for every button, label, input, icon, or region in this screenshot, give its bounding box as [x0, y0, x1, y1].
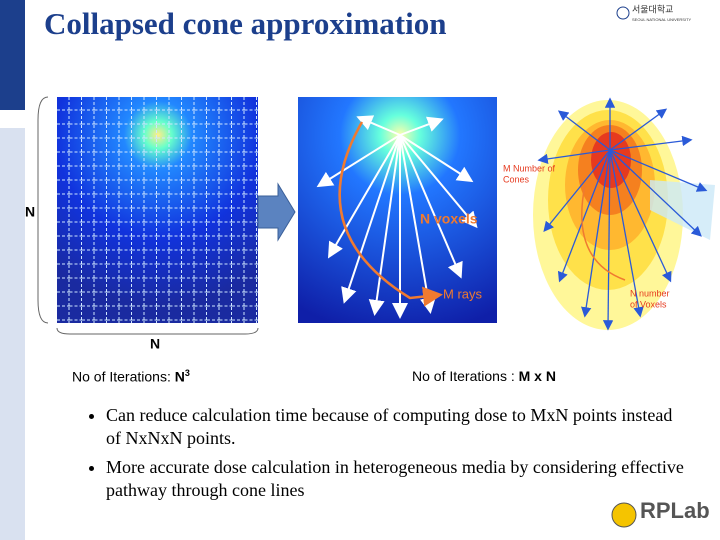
title: Collapsed cone approximation — [44, 6, 447, 41]
value: N — [174, 368, 185, 385]
rays — [316, 115, 478, 319]
label: Cones — [503, 174, 530, 184]
iteration-note: No of Iterations : M x N — [412, 368, 556, 384]
label: of Voxels — [630, 299, 667, 309]
label: N voxels — [420, 211, 478, 227]
label: N number — [630, 288, 670, 298]
bracket — [37, 96, 49, 324]
grid-overlay — [57, 97, 258, 323]
arrow — [257, 182, 296, 242]
logo-text: RPLab — [640, 498, 710, 523]
side-bar — [0, 0, 25, 110]
bullet-list: Can reduce calculation time because of c… — [78, 404, 686, 508]
curve — [338, 121, 443, 307]
bracket — [56, 327, 259, 335]
cone-rays — [537, 97, 708, 331]
label: M Number of — [503, 163, 556, 173]
logo-text: 서울대학교 — [632, 4, 673, 14]
label: N — [25, 204, 35, 220]
text: No of Iterations: — [72, 368, 175, 385]
label: M rays — [443, 286, 483, 301]
bullet: More accurate dose calculation in hetero… — [106, 456, 686, 502]
value: M x N — [518, 368, 556, 384]
logo-icon — [616, 6, 630, 20]
logo-icon — [611, 502, 637, 528]
side-bar-light — [0, 128, 25, 540]
label: N — [150, 336, 160, 352]
iteration-note: No of Iterations: N3 — [72, 368, 190, 385]
bullet: Can reduce calculation time because of c… — [106, 404, 686, 450]
superscript: 3 — [184, 368, 190, 378]
logo-text: SEOUL NATIONAL UNIVERSITY — [632, 17, 692, 22]
cones — [533, 100, 715, 330]
text: No of Iterations : — [412, 368, 519, 384]
curve — [581, 184, 626, 281]
